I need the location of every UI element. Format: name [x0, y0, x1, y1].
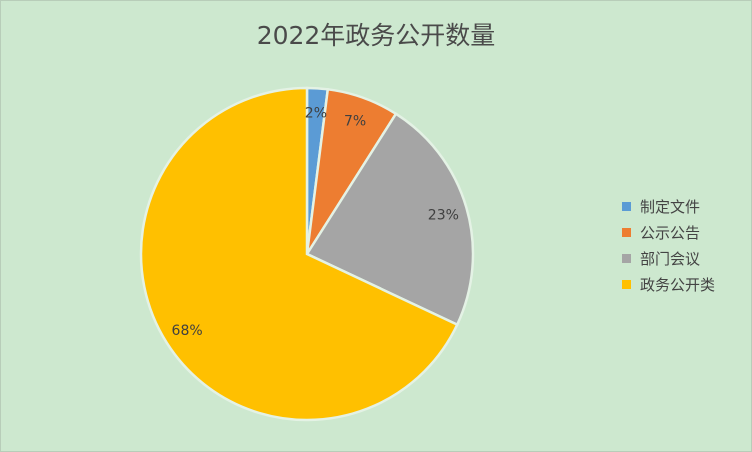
chart-title: 2022年政务公开数量 [256, 21, 496, 50]
legend-item: 政务公开类 [622, 271, 715, 297]
pie-slice-3 [305, 112, 475, 327]
data-label: 7% [344, 113, 366, 129]
legend-item: 公示公告 [622, 219, 715, 245]
legend-swatch [622, 227, 631, 237]
legend-label: 制定文件 [640, 197, 701, 216]
legend-item: 制定文件 [622, 193, 715, 219]
legend-label: 政务公开类 [640, 275, 716, 294]
pie-slice-4 [139, 86, 459, 422]
legend: 制定文件 公示公告 部门会议 政务公开类 [622, 193, 715, 297]
data-label: 68% [172, 323, 203, 339]
data-label: 2% [305, 105, 327, 121]
legend-swatch [622, 279, 631, 289]
legend-label: 部门会议 [640, 249, 701, 268]
legend-label: 公示公告 [640, 223, 701, 242]
legend-item: 部门会议 [622, 245, 715, 271]
data-label: 23% [428, 207, 459, 223]
legend-swatch [622, 253, 631, 263]
legend-swatch [622, 201, 631, 211]
